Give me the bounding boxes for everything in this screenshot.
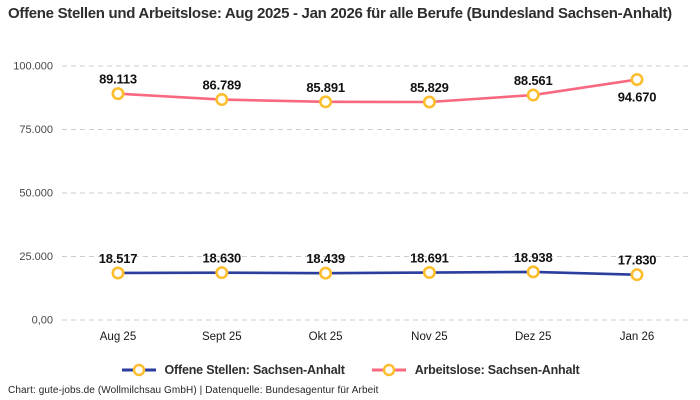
attribution-text: Chart: gute-jobs.de (Wollmilchsau GmbH) … (8, 385, 379, 396)
data-point-label: 18.691 (410, 251, 449, 266)
data-point-label: 18.630 (203, 251, 242, 266)
y-axis-tick-label: 25.000 (19, 251, 53, 263)
data-point-marker (630, 268, 644, 282)
data-point-marker (215, 93, 229, 107)
data-point-label: 85.829 (410, 80, 449, 95)
legend-label-offene-stellen: Offene Stellen: Sachsen-Anhalt (164, 363, 345, 377)
x-axis-tick-label: Jan 26 (620, 331, 655, 343)
data-point-label: 17.830 (618, 253, 657, 268)
x-axis-tick-label: Sept 25 (202, 331, 242, 343)
y-axis-tick-label: 75.000 (19, 124, 53, 136)
data-point-label: 18.938 (514, 250, 553, 265)
legend-line-marker-icon (121, 363, 156, 377)
x-axis-tick-label: Aug 25 (100, 331, 136, 343)
legend-label-arbeitslose: Arbeitslose: Sachsen-Anhalt (414, 363, 580, 377)
y-axis-tick-label: 100.000 (13, 61, 53, 73)
data-point-marker (526, 265, 540, 279)
y-axis-tick-label: 50.000 (19, 188, 53, 200)
data-point-marker (319, 266, 333, 280)
series-line-1 (116, 78, 639, 104)
x-axis-tick-label: Dez 25 (515, 331, 551, 343)
data-point-marker (215, 266, 229, 280)
legend-line-marker-icon (371, 363, 406, 377)
series-line-0 (116, 270, 639, 277)
data-point-label: 88.561 (514, 73, 553, 88)
data-point-label: 85.891 (306, 80, 345, 95)
data-point-label: 18.439 (306, 251, 345, 266)
y-axis-tick-label: 0,00 (32, 315, 53, 327)
data-point-label: 86.789 (203, 78, 242, 93)
data-point-marker (319, 95, 333, 109)
x-axis-tick-label: Nov 25 (411, 331, 447, 343)
data-point-label: 94.670 (618, 90, 657, 105)
data-point-marker (422, 266, 436, 280)
x-axis-tick-label: Okt 25 (309, 331, 343, 343)
data-point-marker (111, 266, 125, 280)
legend-item-arbeitslose: Arbeitslose: Sachsen-Anhalt (371, 363, 580, 377)
data-point-label: 18.517 (99, 251, 138, 266)
data-point-marker (630, 73, 644, 87)
chart-title: Offene Stellen und Arbeitslose: Aug 2025… (8, 5, 672, 22)
legend: Offene Stellen: Sachsen-Anhalt Arbeitslo… (0, 360, 700, 380)
data-point-marker (526, 88, 540, 102)
data-point-marker (422, 95, 436, 109)
legend-item-offene-stellen: Offene Stellen: Sachsen-Anhalt (121, 363, 345, 377)
data-point-label: 89.113 (99, 72, 137, 87)
data-point-marker (111, 87, 125, 101)
